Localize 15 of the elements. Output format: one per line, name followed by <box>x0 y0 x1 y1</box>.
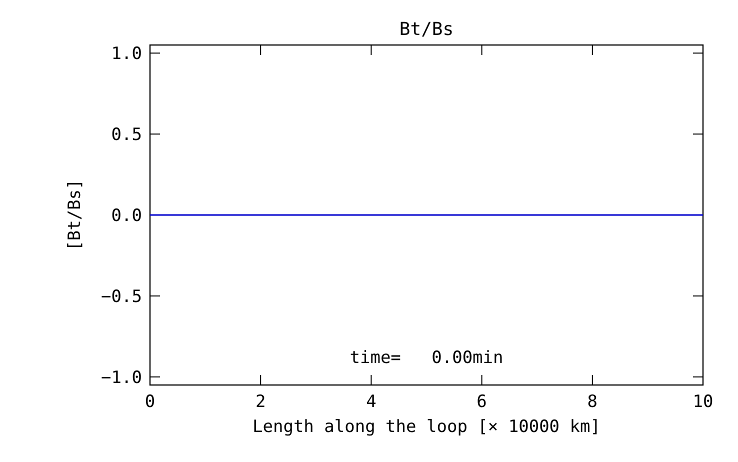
y-tick-label: −1.0 <box>101 368 142 388</box>
x-tick-label: 6 <box>476 392 487 412</box>
chart-title: Bt/Bs <box>399 19 454 40</box>
x-axis-title: Length along the loop [× 10000 km] <box>252 417 600 437</box>
y-tick-label: 0.0 <box>111 206 142 226</box>
y-tick-label: 1.0 <box>111 44 142 64</box>
annotation: time= 0.00min <box>350 348 504 368</box>
y-tick-label: 0.5 <box>111 125 142 146</box>
y-tick-label: −0.5 <box>101 286 142 307</box>
x-tick-label: 0 <box>144 392 156 412</box>
x-tick-label: 8 <box>587 392 598 412</box>
x-tick-label: 2 <box>255 392 266 412</box>
x-tick-label: 10 <box>692 392 714 412</box>
x-tick-label: 4 <box>366 392 376 412</box>
y-axis-title: [Bt/Bs] <box>65 179 85 251</box>
